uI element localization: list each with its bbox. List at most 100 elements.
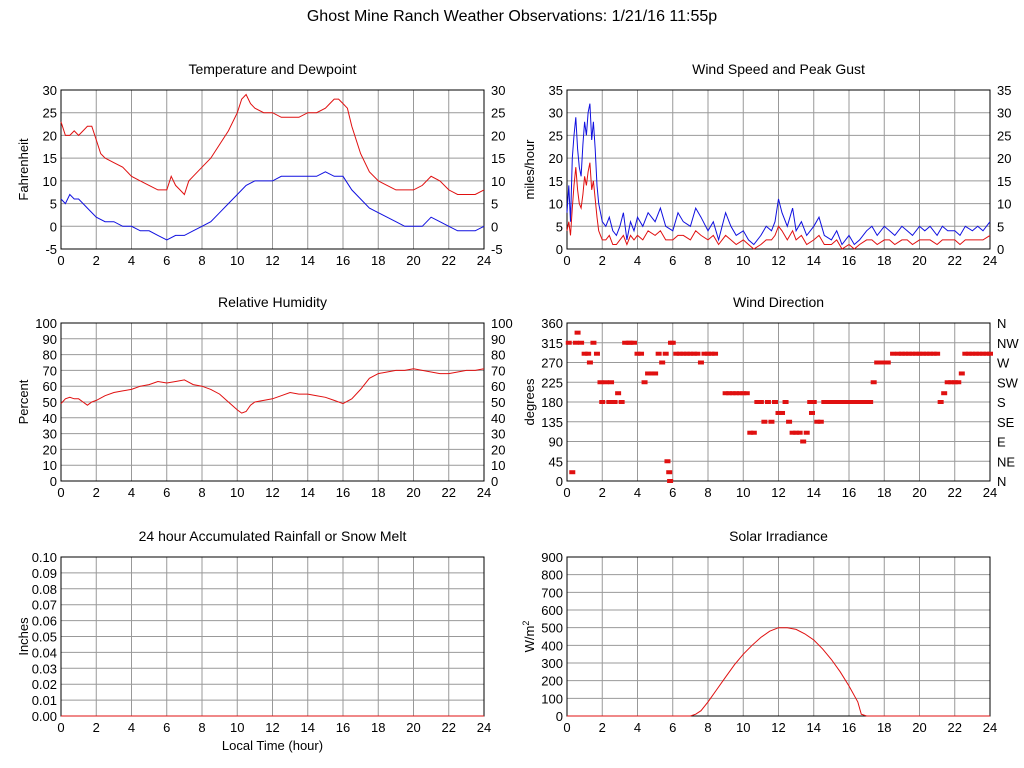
wind-ytick-label: 10: [549, 197, 563, 212]
wdir-point: [771, 400, 778, 404]
wind-title: Wind Speed and Peak Gust: [692, 61, 865, 77]
wdir-right-tick-label: N: [997, 316, 1006, 331]
wdir-point: [565, 340, 572, 345]
wdir-point: [618, 400, 625, 404]
wind-ytick-label: 30: [549, 106, 563, 121]
wdir-point: [867, 400, 874, 404]
wind-right-tick-label: 0: [997, 242, 1004, 257]
wdir-right-tick-label: SW: [997, 375, 1019, 390]
wdir-point: [729, 391, 736, 396]
solar-ytick-label: 700: [541, 585, 563, 600]
rh-series-line-0: [60, 368, 485, 414]
temp-ytick-label: 5: [50, 197, 57, 212]
wdir-point: [775, 410, 782, 415]
temp-ytick-label: 15: [43, 151, 57, 166]
wind-xtick-label: 4: [634, 253, 641, 268]
wdir-point: [581, 351, 588, 356]
wdir-right-tick-label: NE: [997, 454, 1015, 469]
wdir-xtick-label: 24: [983, 485, 997, 500]
wdir-point: [807, 400, 814, 404]
wdir-point: [831, 400, 838, 404]
rain-ytick-label: 0.04: [32, 645, 57, 660]
solar-xtick-label: 22: [948, 720, 962, 735]
temp-xtick-label: 10: [230, 253, 244, 268]
rh-xtick-label: 14: [301, 485, 315, 500]
temp-ytick-label: 10: [43, 174, 57, 189]
wdir-point: [599, 400, 606, 404]
solar-series-line-0: [567, 627, 990, 717]
wind-ytick-label: 25: [549, 128, 563, 143]
rain-ytick-label: 0.00: [32, 709, 57, 724]
rh-right-tick-label: 30: [491, 427, 505, 442]
rh-xtick-label: 0: [57, 485, 64, 500]
wdir-point: [789, 430, 796, 435]
wdir-point: [835, 400, 842, 404]
wind-xtick-label: 2: [599, 253, 606, 268]
wdir-point: [951, 380, 958, 385]
wdir-point: [902, 351, 909, 356]
wind-xtick-label: 0: [563, 253, 570, 268]
wdir-xtick-label: 10: [736, 485, 750, 500]
solar-xtick-label: 16: [842, 720, 856, 735]
rh-xtick-label: 6: [163, 485, 170, 500]
rain-xtick-label: 4: [128, 720, 135, 735]
wdir-point: [987, 351, 993, 356]
wind-right-tick-label: 25: [997, 128, 1011, 143]
solar-ylabel: W/m2: [521, 621, 537, 653]
wdir-point: [912, 351, 919, 356]
rh-ytick-label: 0: [50, 474, 57, 489]
wind-xtick-label: 10: [736, 253, 750, 268]
wdir-point: [810, 400, 817, 404]
wind-right-tick-label: 5: [997, 219, 1004, 234]
wdir-point: [877, 360, 884, 365]
wdir-point: [666, 470, 673, 475]
wdir-xtick-label: 6: [669, 485, 676, 500]
wdir-point: [890, 351, 897, 356]
temp-right-tick-label: 15: [491, 151, 505, 166]
temp-title: Temperature and Dewpoint: [188, 61, 356, 77]
wind-xtick-label: 16: [842, 253, 856, 268]
wind-xtick-label: 8: [704, 253, 711, 268]
rh-xtick-label: 18: [371, 485, 385, 500]
wind-ytick-label: 35: [549, 83, 563, 98]
wdir-point: [853, 400, 860, 404]
wdir-point: [669, 340, 676, 345]
rh-right-tick-label: 100: [491, 316, 513, 331]
temp-right-tick-label: 25: [491, 106, 505, 121]
solar-xtick-label: 24: [983, 720, 997, 735]
temp-xtick-label: 18: [371, 253, 385, 268]
wdir-point: [602, 380, 609, 385]
wdir-point: [680, 351, 687, 356]
wdir-point: [627, 340, 634, 345]
wdir-xtick-label: 4: [634, 485, 641, 500]
wind-ytick-label: 15: [549, 174, 563, 189]
wdir-point: [828, 400, 835, 404]
wdir-point: [779, 410, 786, 415]
wdir-point: [905, 351, 912, 356]
rh-xtick-label: 24: [477, 485, 491, 500]
wdir-point: [569, 470, 576, 475]
wdir-point: [846, 400, 852, 404]
wdir-point: [983, 351, 990, 356]
rh-xtick-label: 20: [406, 485, 420, 500]
wdir-title: Wind Direction: [733, 294, 824, 310]
temp-xtick-label: 8: [198, 253, 205, 268]
wdir-xtick-label: 18: [877, 485, 891, 500]
wdir-point: [597, 380, 604, 385]
solar-ytick-label: 600: [541, 603, 563, 618]
wdir-point: [972, 351, 979, 356]
wdir-ytick-label: 45: [549, 454, 563, 469]
wdir-point: [572, 340, 579, 345]
wdir-point: [757, 400, 764, 404]
wdir-point: [733, 391, 740, 396]
wind-right-tick-label: 30: [997, 106, 1011, 121]
wind-xtick-label: 14: [807, 253, 821, 268]
wdir-point: [667, 479, 674, 483]
wdir-point: [673, 351, 680, 356]
solar-ytick-label: 0: [556, 709, 563, 724]
wdir-point: [793, 430, 800, 435]
wdir-xtick-label: 16: [842, 485, 856, 500]
wdir-point: [683, 351, 690, 356]
wind-right-tick-label: 10: [997, 197, 1011, 212]
